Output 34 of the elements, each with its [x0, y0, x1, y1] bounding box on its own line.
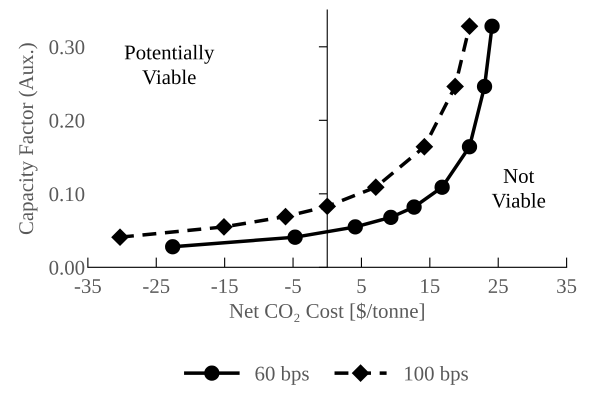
x-tick-label: -15	[212, 279, 238, 294]
x-tick-label: 15	[421, 279, 440, 294]
x-tick-label: -25	[143, 279, 170, 294]
point	[460, 18, 478, 35]
legend-label: 60 bps	[255, 366, 309, 385]
y-tick-label: 0.20	[49, 114, 84, 128]
point	[484, 18, 500, 34]
point	[383, 210, 398, 225]
point	[416, 138, 433, 156]
x-tick-label: 35	[557, 279, 576, 294]
x-tick-label: -35	[74, 279, 101, 294]
legend-label: 100 bps	[405, 366, 468, 385]
point	[276, 208, 294, 226]
y-tick-label: 0.10	[49, 187, 84, 202]
annotation: Not Viable	[492, 169, 546, 208]
y-axis-title: Capacity Factor (Aux.)	[18, 43, 38, 234]
point	[348, 219, 363, 235]
point	[165, 239, 180, 254]
x-tick-label: 5	[357, 279, 366, 294]
y-tick-label: 0.00	[49, 260, 84, 275]
point	[287, 230, 303, 245]
point	[434, 180, 450, 195]
point	[406, 199, 422, 215]
point	[111, 228, 129, 246]
point	[446, 78, 464, 96]
annotation: Potentially Viable	[124, 44, 214, 84]
x-axis-title: Net CO₂ Cost [$/tonne]	[230, 302, 424, 322]
point	[367, 178, 384, 196]
point	[462, 139, 478, 154]
y-tick-label: 0.30	[49, 40, 84, 54]
x-tick-label: 25	[488, 279, 508, 294]
x-tick-label: -5	[285, 279, 301, 294]
point	[215, 218, 233, 236]
point	[476, 78, 492, 94]
